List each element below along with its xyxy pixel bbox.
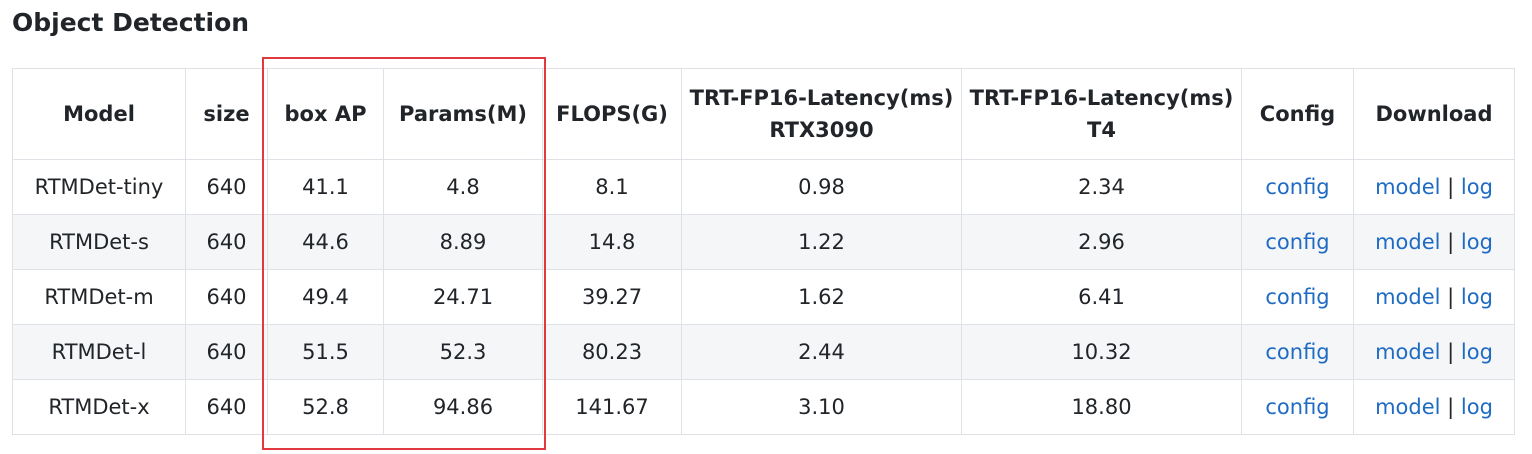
cell: RTMDet-s [12, 214, 186, 270]
config-link[interactable]: config [1265, 395, 1330, 419]
cell: 3.10 [681, 379, 962, 435]
separator: | [1447, 175, 1455, 199]
download-cell: model | log [1353, 379, 1515, 435]
cell: 10.32 [961, 324, 1242, 380]
column-header: Config [1241, 68, 1354, 160]
cell: 640 [185, 324, 268, 380]
download-link[interactable]: model [1375, 395, 1441, 419]
header-text: Download [1375, 102, 1493, 126]
table-row: RTMDet-m 640 49.4 24.71 39.27 1.62 6.41 config m… [12, 269, 1515, 325]
download-cell: model | log [1353, 214, 1515, 270]
config-link[interactable]: config [1265, 230, 1330, 254]
download-cell: model | log [1353, 324, 1515, 380]
download-link[interactable]: log [1460, 340, 1493, 364]
header-text: TRT-FP16-Latency(ms) [969, 86, 1234, 110]
download-link[interactable]: model [1375, 285, 1441, 309]
config-link[interactable]: config [1265, 340, 1330, 364]
cell: 80.23 [542, 324, 682, 380]
cell: 4.8 [383, 159, 543, 215]
header-text: Params(M) [399, 102, 527, 126]
column-header: Model [12, 68, 186, 160]
cell: 8.1 [542, 159, 682, 215]
config-cell: config [1241, 159, 1354, 215]
cell: 640 [185, 269, 268, 325]
download-link[interactable]: log [1460, 230, 1493, 254]
download-cell: model | log [1353, 159, 1515, 215]
column-header: TRT-FP16-Latency(ms) T4 [961, 68, 1242, 160]
cell: 6.41 [961, 269, 1242, 325]
config-cell: config [1241, 269, 1354, 325]
cell: 49.4 [267, 269, 384, 325]
cell: 41.1 [267, 159, 384, 215]
config-cell: config [1241, 379, 1354, 435]
cell: RTMDet-l [12, 324, 186, 380]
table-row: RTMDet-s 640 44.6 8.89 14.8 1.22 2.96 config mod… [12, 214, 1515, 270]
download-link[interactable]: log [1460, 285, 1493, 309]
column-header: Download [1353, 68, 1515, 160]
cell: RTMDet-x [12, 379, 186, 435]
cell: 24.71 [383, 269, 543, 325]
column-header: FLOPS(G) [542, 68, 682, 160]
header-text: RTX3090 [769, 118, 874, 142]
config-link[interactable]: config [1265, 285, 1330, 309]
results-table: Model size box AP Params(M) FLOPS(G) TRT-FP16… [12, 68, 1515, 435]
config-cell: config [1241, 214, 1354, 270]
cell: 640 [185, 159, 268, 215]
separator: | [1447, 285, 1455, 309]
cell: 8.89 [383, 214, 543, 270]
download-link[interactable]: log [1460, 175, 1493, 199]
cell: 52.8 [267, 379, 384, 435]
table-row: RTMDet-l 640 51.5 52.3 80.23 2.44 10.32 config m… [12, 324, 1515, 380]
cell: 1.22 [681, 214, 962, 270]
cell: 39.27 [542, 269, 682, 325]
cell: 94.86 [383, 379, 543, 435]
table-body: RTMDet-tiny 640 41.1 4.8 8.1 0.98 2.34 config mo… [12, 159, 1515, 435]
cell: 2.96 [961, 214, 1242, 270]
table-row: RTMDet-x 640 52.8 94.86 141.67 3.10 18.80 confi… [12, 379, 1515, 435]
header-text: TRT-FP16-Latency(ms) [689, 86, 954, 110]
cell: 0.98 [681, 159, 962, 215]
separator: | [1447, 395, 1455, 419]
cell: 14.8 [542, 214, 682, 270]
header-text: box AP [284, 102, 367, 126]
cell: 141.67 [542, 379, 682, 435]
cell: 44.6 [267, 214, 384, 270]
cell: RTMDet-tiny [12, 159, 186, 215]
cell: 52.3 [383, 324, 543, 380]
download-link[interactable]: model [1375, 175, 1441, 199]
column-header: Params(M) [383, 68, 543, 160]
config-link[interactable]: config [1265, 175, 1330, 199]
cell: 51.5 [267, 324, 384, 380]
column-header: TRT-FP16-Latency(ms) RTX3090 [681, 68, 962, 160]
header-row: Model size box AP Params(M) FLOPS(G) TRT-FP16… [12, 68, 1515, 160]
separator: | [1447, 340, 1455, 364]
download-link[interactable]: model [1375, 230, 1441, 254]
column-header: size [185, 68, 268, 160]
header-text: Config [1259, 102, 1336, 126]
header-text: size [203, 102, 250, 126]
download-link[interactable]: model [1375, 340, 1441, 364]
cell: 2.34 [961, 159, 1242, 215]
section-title: Object Detection [12, 8, 250, 37]
config-cell: config [1241, 324, 1354, 380]
cell: 18.80 [961, 379, 1242, 435]
download-link[interactable]: log [1460, 395, 1493, 419]
header-text: T4 [1087, 118, 1116, 142]
cell: RTMDet-m [12, 269, 186, 325]
header-text: Model [63, 102, 135, 126]
download-cell: model | log [1353, 269, 1515, 325]
cell: 640 [185, 379, 268, 435]
cell: 2.44 [681, 324, 962, 380]
table-row: RTMDet-tiny 640 41.1 4.8 8.1 0.98 2.34 config mo… [12, 159, 1515, 215]
column-header: box AP [267, 68, 384, 160]
cell: 640 [185, 214, 268, 270]
separator: | [1447, 230, 1455, 254]
cell: 1.62 [681, 269, 962, 325]
header-text: FLOPS(G) [556, 102, 668, 126]
